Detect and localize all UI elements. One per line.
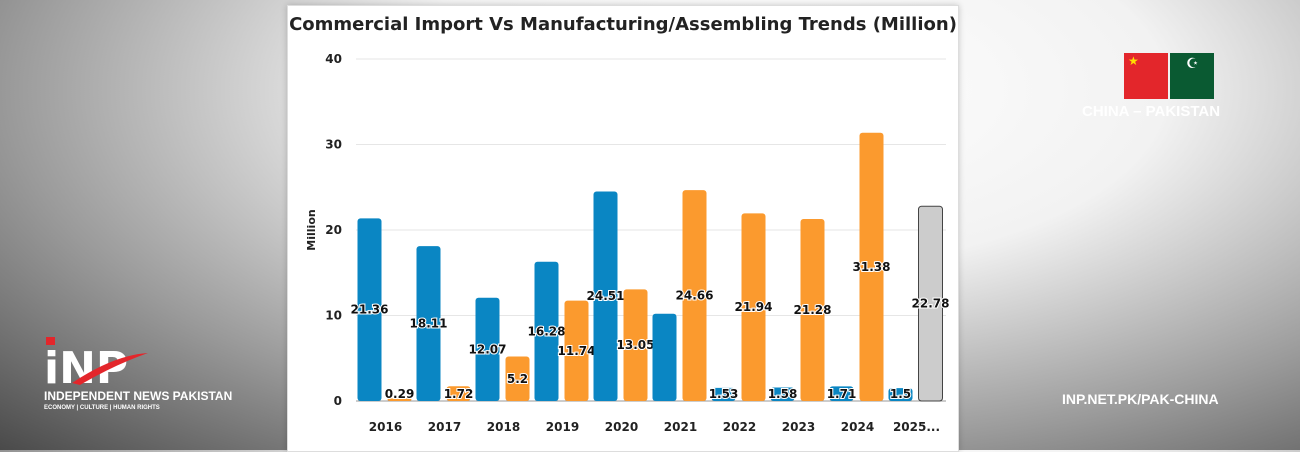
bar — [564, 300, 589, 401]
x-tick-label: 2016 — [369, 420, 402, 434]
brand-name: INDEPENDENT NEWS PAKISTAN — [44, 389, 233, 403]
brand-tagline: ECONOMY | CULTURE | HUMAN RIGHTS — [44, 405, 160, 411]
site-url[interactable]: INP.NET.PK/PAK-CHINA — [1062, 391, 1219, 407]
bar — [829, 386, 854, 401]
bar — [593, 191, 618, 401]
data-label: 1.58 — [768, 387, 798, 401]
data-label: 24.66 — [676, 289, 714, 303]
data-label: 21.94 — [735, 300, 773, 314]
data-label: 11.74 — [558, 344, 596, 358]
x-tick-label: 2020 — [605, 420, 638, 434]
x-tick-label: 2023 — [782, 420, 815, 434]
bar — [682, 190, 707, 401]
y-tick-label: 20 — [325, 223, 342, 237]
x-tick-label: 2021 — [664, 420, 697, 434]
data-label: 22.78 — [912, 297, 950, 311]
bar — [711, 387, 736, 401]
chart-title: Commercial Import Vs Manufacturing/Assem… — [289, 14, 957, 35]
y-tick-label: 10 — [325, 309, 342, 323]
y-tick-label: 40 — [325, 52, 342, 66]
data-label: 13.05 — [617, 338, 655, 352]
bar — [918, 205, 943, 402]
bar — [800, 219, 825, 401]
data-label: 12.07 — [469, 342, 507, 356]
x-tick-label: 2025... — [893, 420, 940, 434]
y-axis-label: Million — [305, 209, 318, 250]
x-tick-label: 2022 — [723, 420, 756, 434]
country-label: CHINA – PAKISTAN — [1082, 103, 1221, 120]
bar — [534, 261, 559, 401]
bar — [770, 387, 795, 401]
y-tick-label: 30 — [325, 138, 342, 152]
x-tick-label: 2024 — [841, 420, 874, 434]
data-label: 1.71 — [827, 387, 857, 401]
data-label: 5.2 — [507, 372, 528, 386]
data-label: 21.36 — [351, 303, 389, 317]
china-pakistan-puzzle-icon: ★ ☪ — [1118, 50, 1216, 100]
data-label: 24.51 — [587, 289, 625, 303]
data-label: 1.53 — [709, 387, 739, 401]
x-tick-label: 2019 — [546, 420, 579, 434]
data-label: 16.28 — [528, 324, 566, 338]
chart-panel: Commercial Import Vs Manufacturing/Assem… — [287, 5, 959, 452]
bar — [741, 213, 766, 401]
bar — [446, 386, 471, 401]
data-label: 18.11 — [410, 317, 448, 331]
x-tick-label: 2018 — [487, 420, 520, 434]
y-tick-label: 0 — [334, 394, 342, 408]
data-label: 1.72 — [444, 387, 474, 401]
data-label: 1.5 — [890, 387, 911, 401]
bar-chart: 0 10 20 30 40 Million 2016 21.36 0.29 2017 18.11 1.… — [305, 52, 950, 434]
data-label: 21.28 — [794, 303, 832, 317]
bar — [888, 388, 913, 401]
bar — [416, 246, 441, 401]
bar — [505, 356, 530, 401]
bar — [623, 289, 648, 401]
bar — [387, 398, 412, 401]
bar — [652, 313, 677, 401]
x-tick-label: 2017 — [428, 420, 461, 434]
inp-logo: iNP INDEPENDENT NEWS PAKISTAN ECONOMY | … — [44, 335, 232, 411]
inp-logo-mark: iNP — [44, 337, 148, 394]
bar — [475, 297, 500, 401]
data-label: 0.29 — [385, 387, 415, 401]
bar — [859, 132, 884, 401]
data-label: 31.38 — [853, 260, 891, 274]
bar — [357, 218, 382, 401]
